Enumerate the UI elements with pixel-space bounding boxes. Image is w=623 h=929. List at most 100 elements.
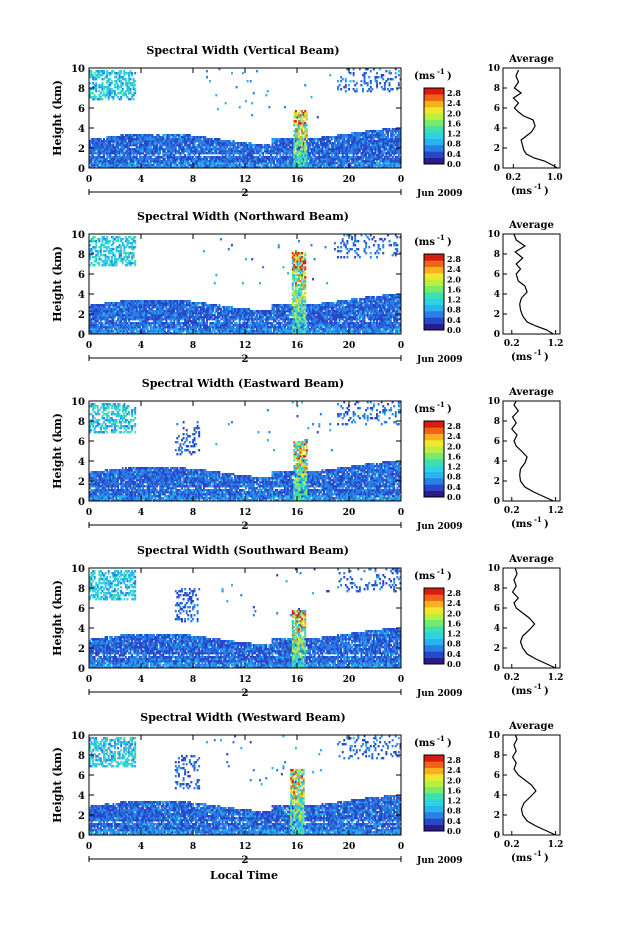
heatmap-cell [128, 156, 130, 159]
heatmap-cell [118, 92, 121, 95]
heatmap-cell [167, 138, 169, 141]
heatmap-cell [89, 158, 91, 161]
heatmap-cell [92, 146, 95, 149]
heatmap-cell [109, 136, 112, 139]
heatmap-cell [146, 160, 149, 163]
heatmap-cell [124, 136, 127, 139]
heatmap-cell [95, 90, 98, 93]
heatmap-cell [156, 134, 159, 137]
heatmap-cell [170, 148, 173, 151]
heatmap-cell [369, 80, 372, 83]
heatmap-cell [96, 166, 99, 169]
heatmap-cell [118, 162, 121, 165]
heatmap-cell [165, 144, 168, 147]
colorbar-tick-label: 2.4 [447, 98, 461, 108]
heatmap-cell [107, 164, 110, 167]
heatmap-cell [152, 162, 155, 165]
heatmap-cell [126, 158, 129, 161]
heatmap-cell [101, 150, 104, 153]
heatmap-cell [113, 72, 116, 75]
heatmap-cell [117, 138, 120, 141]
heatmap-cell [98, 140, 101, 143]
heatmap-cell [245, 100, 247, 103]
heatmap-cell [103, 140, 105, 143]
heatmap-cell [115, 162, 118, 165]
heatmap-cell [145, 164, 148, 167]
heatmap-cell [163, 148, 166, 151]
heatmap-cell [170, 166, 173, 169]
y-tick-label: 4 [78, 124, 85, 135]
heatmap-cell [159, 150, 162, 153]
heatmap-cell [115, 76, 118, 79]
heatmap-cell [167, 134, 169, 137]
heatmap-cell [137, 146, 140, 149]
heatmap-cell [124, 82, 127, 85]
heatmap-cell [151, 136, 154, 139]
heatmap-cell [117, 92, 120, 95]
x-tick-label: 4 [138, 175, 144, 185]
heatmap-cell [349, 80, 352, 83]
heatmap-cell [129, 158, 132, 161]
heatmap-cell [143, 144, 146, 147]
heatmap-cell [101, 162, 104, 165]
heatmap-cell [106, 74, 109, 77]
heatmap-cell [156, 140, 159, 143]
heatmap-cell [134, 160, 137, 163]
colorbar-swatch [424, 100, 444, 108]
heatmap-cell [167, 154, 169, 157]
heatmap-cell [112, 90, 115, 93]
heatmap-cell [385, 70, 388, 73]
heatmap-cell [99, 74, 102, 77]
heatmap-cells [89, 68, 402, 169]
heatmap-cell [99, 150, 102, 153]
heatmap-cell [128, 82, 130, 85]
heatmap-cell [140, 146, 143, 149]
heatmap-cell [121, 164, 124, 167]
heatmap-cell [132, 166, 135, 169]
heatmap-cell [154, 156, 157, 159]
average-profile-line [512, 69, 558, 169]
heatmap-cell [121, 78, 124, 81]
heatmap-cell [129, 142, 132, 145]
heatmap-cell [156, 166, 159, 169]
heatmap-cell [98, 160, 101, 163]
heatmap-cell [107, 152, 110, 155]
heatmap-cell [138, 162, 141, 165]
heatmap-cell [104, 162, 107, 165]
heatmap-cell [107, 160, 110, 163]
heatmap-cell [93, 142, 96, 145]
heatmap-cell [110, 156, 113, 159]
heatmap-cell [135, 134, 138, 137]
heatmap-cell [107, 80, 110, 83]
y-tick-label: 6 [78, 104, 85, 115]
heatmap-cell [104, 140, 107, 143]
heatmap-cell [121, 138, 124, 141]
heatmap-cell [89, 92, 91, 95]
heatmap-cell [103, 142, 105, 145]
heatmap-cell [142, 134, 144, 137]
heatmap-cell [121, 148, 124, 151]
heatmap-cell [167, 156, 169, 159]
heatmap-cell [137, 140, 140, 143]
heatmap-cell [106, 156, 109, 159]
heatmap-cell [388, 82, 391, 85]
heatmap-cell [152, 164, 155, 167]
heatmap-cell [99, 156, 102, 159]
heatmap-cell [154, 158, 157, 161]
heatmap-cell [146, 134, 149, 137]
heatmap-cell [112, 162, 115, 165]
heatmap-cell [156, 162, 159, 165]
heatmap-cell [128, 150, 130, 153]
heatmap-cell [93, 160, 96, 163]
heatmap-cell [96, 76, 99, 79]
heatmap-cell [90, 152, 93, 155]
heatmap-cell [123, 166, 126, 169]
heatmap-cell [146, 138, 149, 141]
heatmap-cell [129, 88, 132, 91]
heatmap-cell [143, 164, 146, 167]
heatmap-cell [109, 138, 112, 141]
heatmap-cell [397, 70, 400, 73]
heatmap-cell [117, 88, 120, 91]
heatmap-cell [160, 156, 163, 159]
heatmap-cell [151, 140, 154, 143]
